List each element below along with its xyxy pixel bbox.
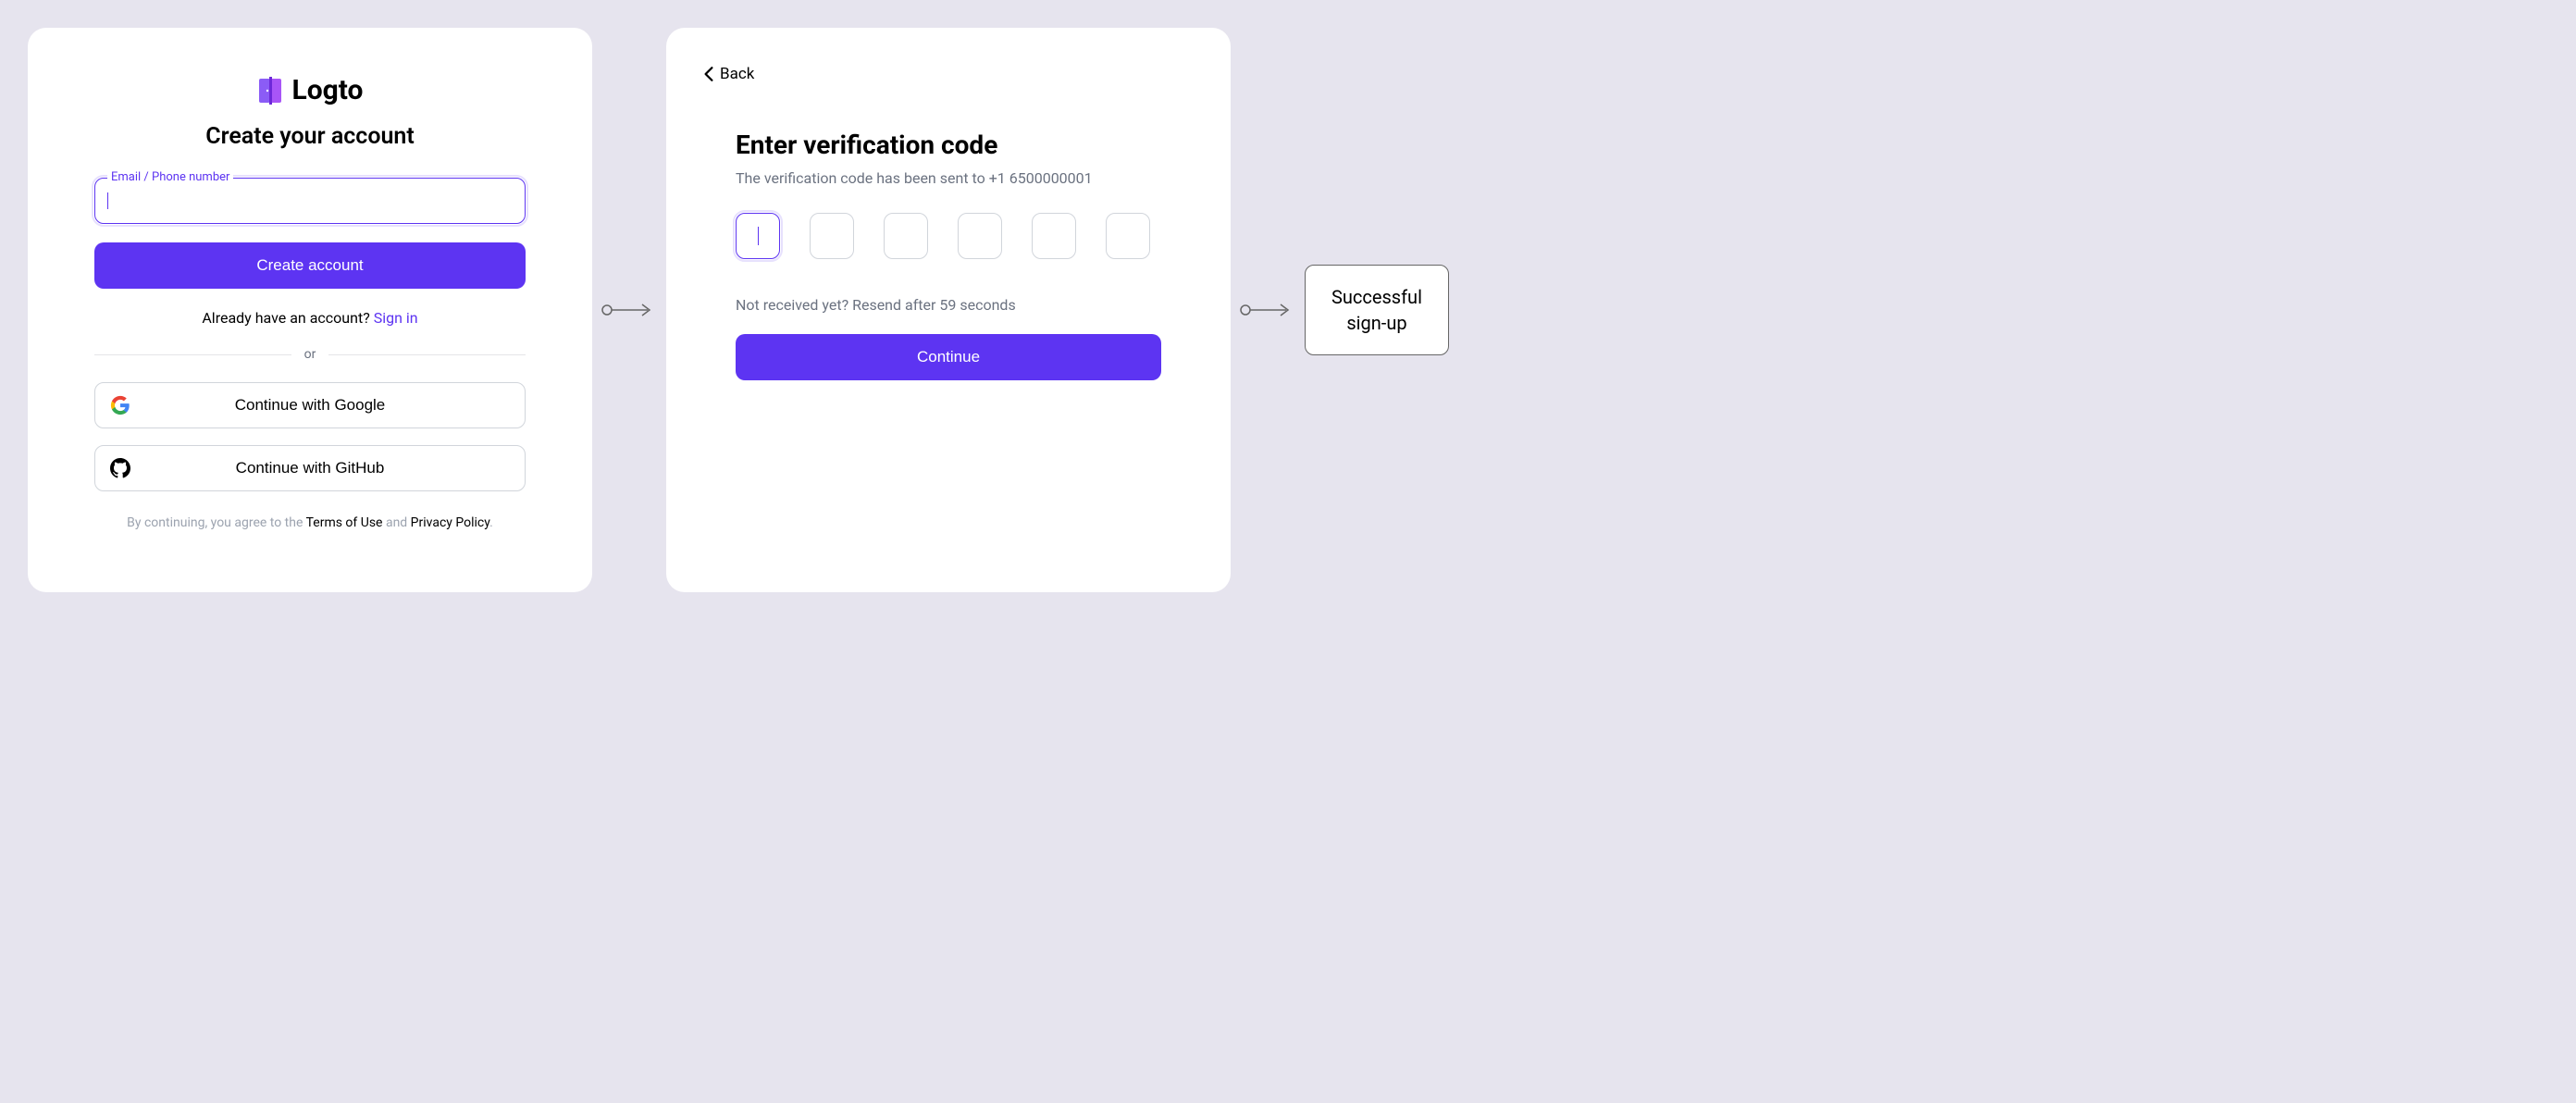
terms-and: and (382, 515, 410, 530)
back-label: Back (720, 65, 754, 83)
divider-line-right (328, 354, 526, 355)
signup-card: Logto Create your account Email / Phone … (28, 28, 592, 592)
google-signin-button[interactable]: Continue with Google (94, 382, 526, 428)
flow-arrow-2 (1240, 301, 1295, 319)
verify-title: Enter verification code (736, 130, 1161, 160)
code-digit-4[interactable] (958, 213, 1002, 259)
divider-line-left (94, 354, 291, 355)
code-digit-6[interactable] (1106, 213, 1150, 259)
terms-prefix: By continuing, you agree to the (127, 515, 305, 530)
already-have-text: Already have an account? (202, 309, 373, 327)
code-digit-2[interactable] (810, 213, 854, 259)
continue-button[interactable]: Continue (736, 334, 1161, 380)
github-button-label: Continue with GitHub (110, 459, 510, 477)
chevron-left-icon (703, 66, 714, 82)
code-digit-1[interactable] (736, 213, 780, 259)
divider-text: or (304, 347, 316, 362)
code-digit-5[interactable] (1032, 213, 1076, 259)
privacy-policy-link[interactable]: Privacy Policy (411, 515, 489, 530)
divider: or (94, 347, 526, 362)
github-signin-button[interactable]: Continue with GitHub (94, 445, 526, 491)
create-account-button[interactable]: Create account (94, 242, 526, 289)
back-button[interactable]: Back (703, 65, 1194, 83)
verify-subtitle: The verification code has been sent to +… (736, 169, 1161, 187)
resend-text: Not received yet? Resend after 59 second… (736, 296, 1161, 314)
signin-prompt: Already have an account? Sign in (94, 309, 526, 327)
signup-title: Create your account (94, 123, 526, 150)
code-input-row (736, 213, 1161, 259)
input-cursor (107, 192, 108, 209)
terms-suffix: . (489, 515, 493, 530)
logo-row: Logto (94, 74, 526, 106)
google-button-label: Continue with Google (110, 396, 510, 415)
code-cursor (758, 227, 759, 245)
verify-content: Enter verification code The verification… (703, 130, 1194, 380)
identifier-input[interactable] (94, 178, 526, 224)
logto-logo-icon (257, 77, 285, 105)
verify-card: Back Enter verification code The verific… (666, 28, 1231, 592)
terms-of-use-link[interactable]: Terms of Use (306, 515, 383, 530)
result-line-1: Successful (1331, 284, 1422, 310)
success-result-box: Successful sign-up (1305, 265, 1449, 355)
terms-text: By continuing, you agree to the Terms of… (94, 515, 526, 530)
identifier-input-wrap: Email / Phone number (94, 178, 526, 224)
code-digit-3[interactable] (884, 213, 928, 259)
signin-link[interactable]: Sign in (374, 309, 418, 327)
result-line-2: sign-up (1331, 310, 1422, 336)
flow-arrow-1 (601, 301, 657, 319)
logo-text: Logto (292, 74, 364, 106)
identifier-input-label: Email / Phone number (107, 170, 233, 184)
